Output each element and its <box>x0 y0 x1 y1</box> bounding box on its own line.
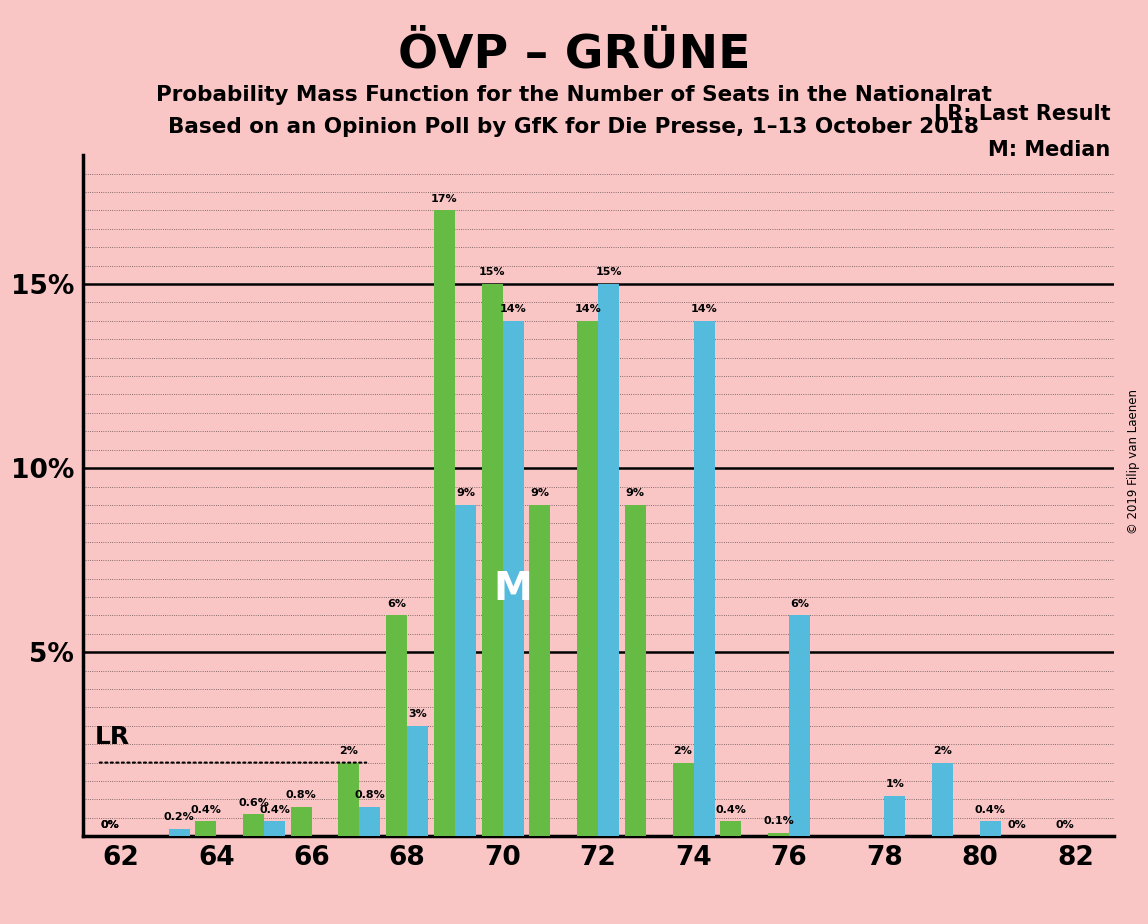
Bar <box>264 821 285 836</box>
Text: 15%: 15% <box>596 267 622 277</box>
Text: 0.4%: 0.4% <box>259 805 290 815</box>
Bar <box>455 505 476 836</box>
Bar <box>195 821 216 836</box>
Text: 0.1%: 0.1% <box>763 816 794 826</box>
Text: 15%: 15% <box>479 267 505 277</box>
Text: 17%: 17% <box>432 194 458 204</box>
Text: 9%: 9% <box>530 488 550 498</box>
Bar <box>290 807 312 836</box>
Bar <box>577 321 598 836</box>
Text: 14%: 14% <box>499 304 527 314</box>
Bar <box>386 615 408 836</box>
Text: 0.4%: 0.4% <box>191 805 222 815</box>
Bar <box>434 211 455 836</box>
Text: ÖVP – GRÜNE: ÖVP – GRÜNE <box>397 32 751 78</box>
Bar <box>693 321 714 836</box>
Text: 0.4%: 0.4% <box>715 805 746 815</box>
Text: 0%: 0% <box>101 820 119 830</box>
Text: Based on an Opinion Poll by GfK for Die Presse, 1–13 October 2018: Based on an Opinion Poll by GfK for Die … <box>169 117 979 138</box>
Text: Probability Mass Function for the Number of Seats in the Nationalrat: Probability Mass Function for the Number… <box>156 85 992 105</box>
Bar <box>884 796 906 836</box>
Text: 0.4%: 0.4% <box>975 805 1006 815</box>
Text: 0.2%: 0.2% <box>164 812 194 822</box>
Bar <box>243 814 264 836</box>
Text: 0%: 0% <box>101 820 119 830</box>
Bar <box>169 829 189 836</box>
Bar <box>529 505 550 836</box>
Text: © 2019 Filip van Laenen: © 2019 Filip van Laenen <box>1127 390 1140 534</box>
Text: 14%: 14% <box>574 304 602 314</box>
Text: 0.8%: 0.8% <box>286 790 317 800</box>
Bar <box>359 807 380 836</box>
Text: 9%: 9% <box>456 488 475 498</box>
Bar <box>932 762 953 836</box>
Text: 14%: 14% <box>691 304 718 314</box>
Bar <box>625 505 646 836</box>
Text: LR: LR <box>94 724 130 748</box>
Text: 0%: 0% <box>1055 820 1075 830</box>
Bar <box>789 615 810 836</box>
Bar <box>768 833 789 836</box>
Bar <box>339 762 359 836</box>
Bar <box>673 762 693 836</box>
Text: 0.8%: 0.8% <box>355 790 386 800</box>
Text: 0.6%: 0.6% <box>238 797 269 808</box>
Text: M: Median: M: Median <box>988 140 1110 160</box>
Text: 2%: 2% <box>340 746 358 756</box>
Text: M: M <box>494 570 533 608</box>
Text: 3%: 3% <box>409 709 427 719</box>
Text: 2%: 2% <box>933 746 952 756</box>
Text: 1%: 1% <box>885 779 905 789</box>
Text: 9%: 9% <box>626 488 645 498</box>
Bar <box>980 821 1001 836</box>
Bar <box>482 284 503 836</box>
Bar <box>720 821 742 836</box>
Bar <box>408 725 428 836</box>
Text: 0%: 0% <box>1008 820 1026 830</box>
Text: 6%: 6% <box>790 599 809 609</box>
Text: 6%: 6% <box>387 599 406 609</box>
Text: LR: Last Result: LR: Last Result <box>933 104 1110 124</box>
Bar <box>598 284 619 836</box>
Bar <box>503 321 523 836</box>
Text: 2%: 2% <box>674 746 692 756</box>
